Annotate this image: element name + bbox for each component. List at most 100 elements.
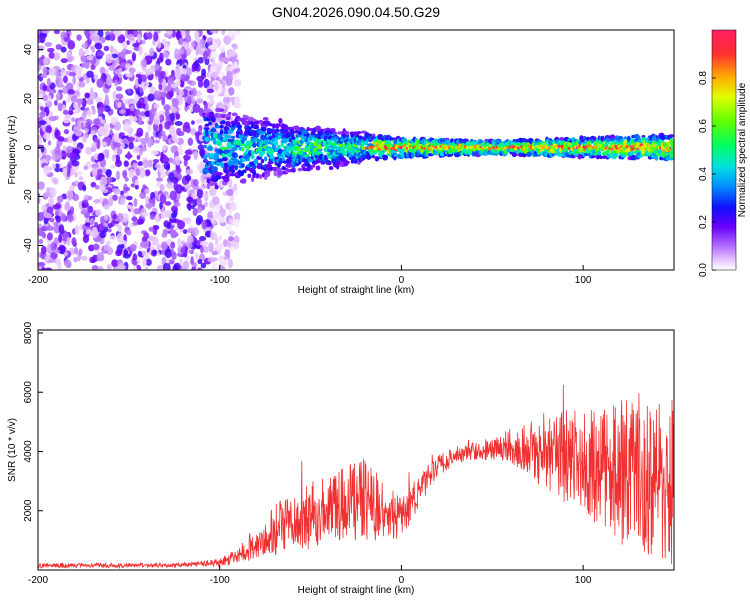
spectrogram-cell bbox=[252, 165, 257, 170]
spectrogram-cell bbox=[163, 263, 171, 273]
x-tick-label: -100 bbox=[210, 575, 230, 586]
colorbar: 0.00.20.40.60.8 Normalized spectral ampl… bbox=[698, 30, 748, 277]
spectrogram-cell bbox=[165, 201, 172, 206]
spectrogram-cell bbox=[228, 259, 233, 268]
spectrogram-cell bbox=[212, 43, 218, 51]
spectrogram-cell bbox=[164, 121, 170, 130]
spectrogram-cell bbox=[48, 259, 55, 263]
spectrogram-cell bbox=[105, 94, 109, 103]
spectrogram-cell bbox=[294, 125, 300, 130]
spectrogram-cell bbox=[53, 249, 60, 253]
spectrogram-cell bbox=[85, 222, 91, 226]
spectrogram-cell bbox=[195, 253, 199, 260]
spectrogram-cell bbox=[187, 235, 194, 244]
spectrogram-cell bbox=[61, 213, 67, 221]
spectrogram-cell bbox=[58, 153, 62, 160]
spectrogram-cell bbox=[103, 150, 107, 155]
spectrogram-cell bbox=[87, 206, 93, 213]
spectrogram-cell bbox=[91, 230, 99, 238]
spectrogram-cell bbox=[129, 244, 136, 251]
spectrogram-cell bbox=[69, 72, 76, 77]
spectrogram-cell bbox=[139, 97, 145, 103]
spectrogram-cell bbox=[166, 259, 170, 264]
spectrogram-cell bbox=[559, 137, 564, 141]
spectrogram-cell bbox=[183, 229, 187, 234]
spectrogram-cell bbox=[245, 158, 250, 161]
spectrogram-cell bbox=[115, 122, 121, 131]
spectrogram-cell bbox=[68, 161, 72, 166]
spectrogram-cell bbox=[71, 117, 75, 122]
spectrogram-cell bbox=[61, 58, 68, 63]
spectrogram-cell bbox=[175, 81, 181, 86]
spectrogram-cell bbox=[125, 177, 129, 182]
spectrogram-cell bbox=[98, 266, 104, 272]
spectrogram-cell bbox=[43, 165, 51, 174]
spectrogram-cell bbox=[63, 168, 67, 177]
colorbar-tick-label: 0.6 bbox=[698, 119, 709, 133]
spectrogram-cell bbox=[172, 107, 178, 113]
spectrogram-cell bbox=[151, 150, 159, 155]
spectrogram-cell bbox=[226, 189, 234, 196]
spectrogram-cell bbox=[62, 86, 67, 94]
spectrogram-cell bbox=[367, 156, 371, 160]
spectrogram-cell bbox=[54, 30, 60, 34]
x-tick-label: 100 bbox=[575, 575, 592, 586]
spectrogram-cell bbox=[124, 187, 130, 191]
spectrogram-cell bbox=[125, 73, 133, 78]
spectrogram-cell bbox=[181, 68, 187, 73]
spectrogram-cell bbox=[143, 232, 149, 239]
spectrogram-cell bbox=[275, 129, 280, 133]
spectrogram-cell bbox=[235, 190, 239, 195]
spectrogram-cell bbox=[112, 154, 116, 161]
spectrogram-cell bbox=[58, 89, 63, 93]
spectrogram-cell bbox=[204, 127, 209, 130]
spectrogram-cell bbox=[109, 33, 115, 41]
spectrogram-cell bbox=[64, 37, 71, 42]
spectrogram-panel: -200 -100 0 100 -40-2002040 Height of strai… bbox=[7, 25, 676, 296]
spectrogram-cell bbox=[138, 46, 142, 56]
spectrogram-cell bbox=[163, 220, 169, 227]
spectrogram-cell bbox=[298, 168, 303, 171]
spectrogram-cell bbox=[130, 104, 135, 111]
spectrogram-cell bbox=[186, 68, 192, 76]
spectrogram-cell bbox=[67, 214, 74, 222]
spectrogram-cell bbox=[123, 138, 128, 144]
spectrogram-cell bbox=[205, 124, 209, 127]
y-tick-label: 8000 bbox=[23, 321, 34, 344]
spectrogram-cell bbox=[183, 260, 189, 269]
spectrogram-cell bbox=[113, 142, 121, 147]
spectrogram-cell bbox=[147, 32, 153, 39]
spectrogram-cell bbox=[154, 63, 159, 70]
spectrogram-cell bbox=[43, 58, 48, 65]
spectrogram-cell bbox=[97, 169, 102, 177]
spectrogram-cell bbox=[207, 95, 214, 99]
spectrogram-cell bbox=[170, 242, 175, 249]
spectrogram-cell bbox=[102, 189, 108, 193]
spectrogram-cell bbox=[226, 224, 233, 232]
spectrogram-x-axis-label: Height of straight line (km) bbox=[298, 285, 415, 296]
snr-panel: -200 -100 0 100 2000400060008000 Height of … bbox=[7, 321, 674, 596]
spectrogram-cell bbox=[185, 217, 191, 224]
spectrogram-cell bbox=[193, 199, 197, 207]
spectrogram-cell bbox=[118, 264, 126, 270]
spectrogram-cell bbox=[225, 135, 231, 139]
spectrogram-cell bbox=[117, 213, 123, 222]
spectrogram-cell bbox=[179, 90, 184, 97]
spectrogram-cell bbox=[146, 68, 154, 75]
spectrogram-cell bbox=[69, 152, 77, 159]
spectrogram-cell bbox=[112, 194, 118, 200]
spectrogram-cell bbox=[234, 96, 240, 106]
spectrogram-cell bbox=[220, 208, 226, 216]
colorbar-tick-label: 0.4 bbox=[698, 167, 709, 181]
spectrogram-cell bbox=[311, 164, 316, 167]
spectrogram-cell bbox=[58, 234, 62, 243]
spectrogram-cell bbox=[124, 249, 128, 256]
spectrogram-cell bbox=[116, 86, 122, 91]
spectrogram-cell bbox=[219, 235, 223, 240]
spectrogram-cell bbox=[241, 163, 245, 168]
spectrogram-cell bbox=[231, 165, 234, 169]
spectrogram-cell bbox=[84, 93, 90, 99]
spectrogram-cell bbox=[42, 85, 47, 91]
spectrogram-cell bbox=[145, 203, 153, 208]
spectrogram-cell bbox=[202, 192, 208, 200]
